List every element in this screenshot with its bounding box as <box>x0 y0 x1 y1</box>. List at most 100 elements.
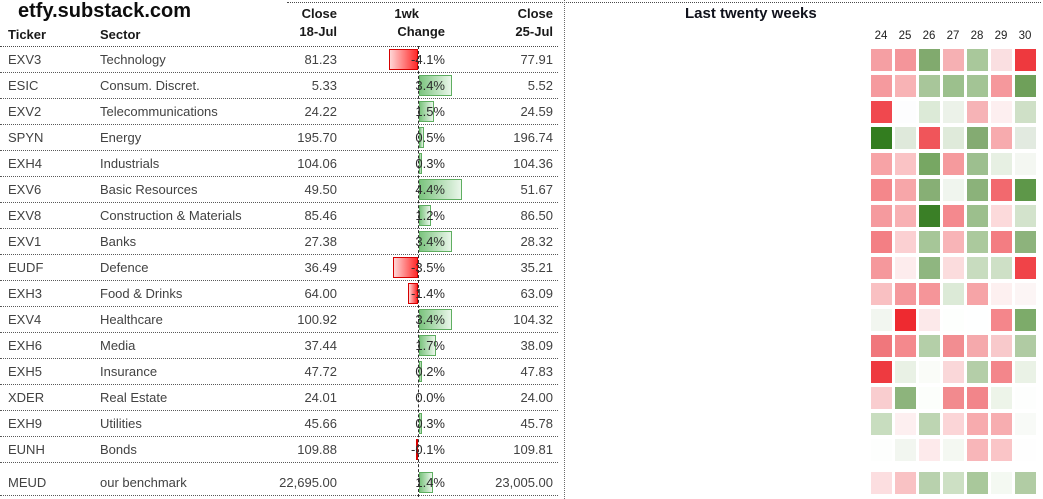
heatmap-cell <box>967 335 988 357</box>
row-divider <box>0 72 558 73</box>
change-percent-cell: 1.7% <box>415 338 445 353</box>
heatmap-cell <box>1015 101 1036 123</box>
change-bar-negative <box>416 439 418 460</box>
table-row: EXH6 Media 37.44 1.7% 38.09 <box>0 333 1043 359</box>
heatmap-cell <box>967 75 988 97</box>
sector-cell: Utilities <box>100 416 142 431</box>
change-percent-cell: 3.4% <box>415 312 445 327</box>
site-title: etfy.substack.com <box>18 0 192 22</box>
close-25jul-cell: 5.52 <box>527 78 553 93</box>
week-label: 29 <box>994 30 1008 42</box>
heatmap-cell <box>871 361 892 383</box>
heatmap-cell <box>1015 335 1036 357</box>
heatmap-cell <box>919 153 940 175</box>
week-label: 30 <box>1018 30 1032 42</box>
heatmap-cell <box>1015 257 1036 279</box>
heatmap-cell <box>871 127 892 149</box>
benchmark-separator <box>0 463 1043 470</box>
heatmap-cell <box>919 387 940 409</box>
row-divider <box>0 228 558 229</box>
heatmap-cell <box>871 49 892 71</box>
row-divider <box>0 280 558 281</box>
heatmap-cell <box>871 439 892 461</box>
heatmap-cell <box>991 472 1012 494</box>
change-percent-cell: 3.4% <box>415 234 445 249</box>
change-percent-cell: 0.0% <box>415 390 445 405</box>
close-25jul-cell: 86.50 <box>520 208 553 223</box>
change-bar-positive <box>419 205 431 226</box>
change-percent-cell: 0.5% <box>415 130 445 145</box>
heatmap-cell <box>943 439 964 461</box>
heatmap-cell <box>919 127 940 149</box>
column-header-1wk-change-line1: 1wk <box>394 6 419 21</box>
table-row: EXV6 Basic Resources 49.50 4.4% 51.67 <box>0 177 1043 203</box>
change-bar-positive <box>419 153 422 174</box>
heatmap-cell <box>871 75 892 97</box>
heatmap-cell <box>943 127 964 149</box>
column-header-close-25jul-line2: 25-Jul <box>515 24 553 39</box>
heatmap-cell <box>991 283 1012 305</box>
change-bar-axis <box>418 46 419 497</box>
table-row: XDER Real Estate 24.01 0.0% 24.00 <box>0 385 1043 411</box>
row-divider <box>0 462 558 463</box>
heatmap-cell <box>967 257 988 279</box>
heatmap-cell <box>895 231 916 253</box>
heatmap-cell <box>991 361 1012 383</box>
close-18jul-cell: 85.46 <box>304 208 337 223</box>
heatmap-cell <box>919 413 940 435</box>
heatmap-cell <box>895 205 916 227</box>
column-header-close-18jul-line2: 18-Jul <box>299 24 337 39</box>
change-percent-cell: -0.1% <box>411 442 445 457</box>
close-25jul-cell: 45.78 <box>520 416 553 431</box>
heatmap-cell <box>967 361 988 383</box>
heatmap-cell <box>943 205 964 227</box>
heatmap-cell <box>1015 387 1036 409</box>
heatmap-cell <box>943 231 964 253</box>
heatmap-cell <box>991 439 1012 461</box>
row-divider <box>0 358 558 359</box>
heatmap-cell <box>895 153 916 175</box>
heatmap-cell <box>1015 231 1036 253</box>
table-row: EXV2 Telecommunications 24.22 1.5% 24.59 <box>0 99 1043 125</box>
sector-cell: Industrials <box>100 156 160 171</box>
sector-cell: Defence <box>100 260 149 275</box>
change-bar-negative <box>408 283 418 304</box>
table-row: EXH3 Food & Drinks 64.00 -1.4% 63.09 <box>0 281 1043 307</box>
heatmap-cell <box>967 205 988 227</box>
close-18jul-cell: 195.70 <box>297 130 337 145</box>
heatmap-cell <box>1015 75 1036 97</box>
heatmap-cell <box>967 127 988 149</box>
change-bar-positive <box>419 127 424 148</box>
heatmap-cell <box>919 75 940 97</box>
sector-cell: Food & Drinks <box>100 286 183 301</box>
heatmap-cell <box>943 413 964 435</box>
heatmap-cell <box>919 101 940 123</box>
heatmap-title: Last twenty weeks <box>685 5 817 22</box>
change-percent-cell: 1.2% <box>415 208 445 223</box>
heatmap-cell <box>1015 309 1036 331</box>
row-divider <box>0 332 558 333</box>
ticker-cell: SPYN <box>8 130 44 145</box>
ticker-cell: EXH3 <box>8 286 42 301</box>
heatmap-cell <box>991 49 1012 71</box>
row-divider <box>0 150 558 151</box>
heatmap-cell <box>967 309 988 331</box>
table-row: ESIC Consum. Discret. 5.33 3.4% 5.52 <box>0 73 1043 99</box>
close-25jul-cell: 51.67 <box>520 182 553 197</box>
heatmap-cell <box>943 335 964 357</box>
row-divider <box>0 98 558 99</box>
heatmap-cell <box>895 472 916 494</box>
column-header-close-18jul: Close 18-Jul <box>240 5 337 41</box>
heatmap-cell <box>991 205 1012 227</box>
sector-cell: our benchmark <box>100 475 187 490</box>
change-bar-positive <box>419 472 433 493</box>
close-25jul-cell: 109.81 <box>513 442 553 457</box>
ticker-cell: MEUD <box>8 475 47 490</box>
change-bar-positive <box>419 309 452 330</box>
week-label: 25 <box>898 30 912 42</box>
heatmap-cell <box>991 153 1012 175</box>
heatmap-cell <box>967 179 988 201</box>
change-percent-cell: -3.5% <box>411 260 445 275</box>
close-18jul-cell: 24.01 <box>304 390 337 405</box>
